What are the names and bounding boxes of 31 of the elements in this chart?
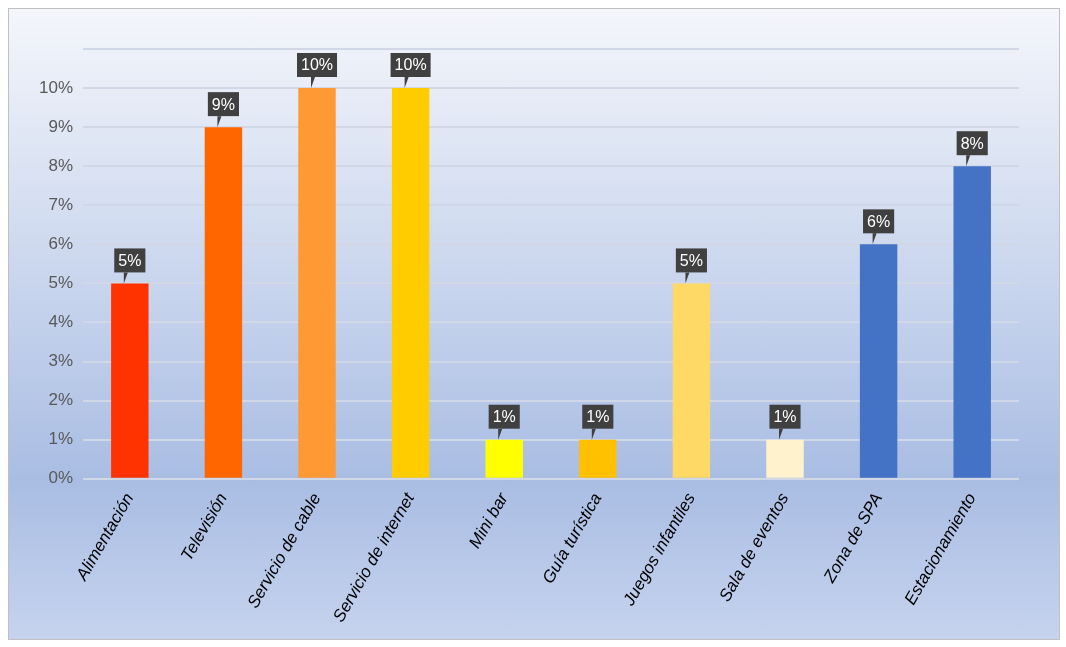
bar [204, 127, 243, 478]
bar [953, 166, 991, 478]
bar [859, 244, 898, 478]
y-tick-label: 2% [48, 390, 74, 410]
data-label: 10% [394, 56, 427, 74]
bar [391, 88, 430, 478]
data-label: 9% [211, 95, 235, 113]
bar [485, 439, 523, 478]
bar [766, 439, 804, 478]
y-tick-label: 5% [48, 273, 74, 293]
data-label: 8% [960, 134, 984, 152]
y-tick-label: 9% [48, 116, 74, 136]
data-label: 5% [118, 251, 142, 269]
data-label: 1% [773, 408, 797, 426]
bar [672, 283, 711, 478]
y-tick-label: 8% [48, 155, 74, 175]
y-tick-label: 1% [48, 429, 74, 449]
y-tick-label: 3% [48, 351, 74, 371]
y-tick-label: 10% [38, 77, 74, 97]
bar [111, 283, 149, 478]
y-tick-label: 4% [48, 312, 74, 332]
data-label: 1% [492, 408, 516, 426]
bar [298, 88, 336, 478]
data-label: 5% [679, 251, 703, 269]
bar [579, 439, 617, 478]
y-tick-label: 7% [48, 194, 74, 214]
data-label: 10% [301, 56, 334, 74]
data-label: 6% [867, 212, 891, 230]
y-tick-label: 6% [48, 234, 74, 254]
data-label: 1% [586, 408, 610, 426]
y-tick-label: 0% [48, 468, 74, 488]
